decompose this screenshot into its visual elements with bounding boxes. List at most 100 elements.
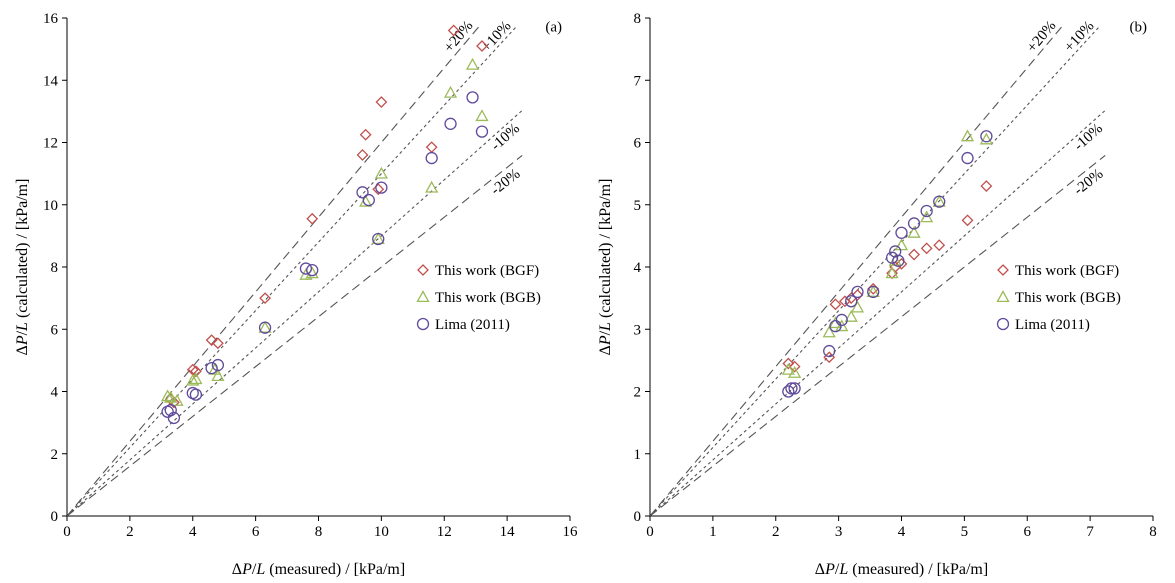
data-point — [785, 382, 798, 395]
data-point — [920, 242, 933, 255]
legend-label: This work (BGB) — [1015, 290, 1121, 306]
data-point — [845, 295, 858, 308]
series-triangle — [781, 129, 993, 378]
data-point — [356, 149, 369, 161]
series-circle — [161, 91, 489, 425]
data-point — [866, 285, 880, 297]
data-point — [186, 373, 200, 386]
y-tick-label: 12 — [43, 136, 58, 152]
data-point — [822, 325, 836, 338]
x-tick-label: 0 — [646, 524, 654, 540]
data-point — [920, 204, 933, 218]
data-point — [189, 372, 203, 385]
data-point — [259, 292, 271, 305]
x-tick-label: 4 — [898, 524, 906, 540]
panel-label: (a) — [545, 20, 562, 36]
x-tick-label: 3 — [835, 524, 843, 540]
x-tick-label: 0 — [63, 524, 71, 540]
data-point — [443, 85, 458, 98]
legend: This work (BGF) This work (BGB) Lima (2011… — [416, 263, 541, 333]
data-point — [205, 362, 218, 375]
x-tick-label: 12 — [437, 524, 452, 540]
legend-marker — [417, 264, 429, 276]
data-point — [932, 194, 946, 207]
data-point — [362, 193, 375, 207]
data-point — [892, 254, 905, 267]
panel-label: (b) — [1130, 20, 1148, 36]
data-point — [205, 334, 218, 347]
data-point — [371, 232, 385, 245]
data-point — [189, 365, 202, 378]
y-tick-label: 1 — [634, 447, 642, 463]
reference-line — [67, 109, 523, 516]
reference-line-label: -10% — [488, 121, 523, 155]
y-tick-label: 7 — [634, 73, 642, 89]
data-point — [980, 180, 993, 192]
legend-label: Lima (2011) — [1015, 317, 1090, 333]
data-point — [164, 404, 177, 417]
data-point — [781, 362, 795, 375]
y-tick-label: 6 — [51, 322, 59, 338]
data-point — [475, 109, 489, 122]
data-point — [211, 358, 225, 372]
reference-line-label: +10% — [1061, 18, 1097, 55]
y-tick-label: 4 — [51, 385, 59, 401]
reference-line — [650, 155, 1106, 516]
data-point — [164, 390, 178, 403]
series-diamond — [164, 24, 488, 409]
x-tick-label: 7 — [1086, 524, 1094, 540]
data-point — [306, 212, 319, 225]
data-point — [306, 263, 319, 277]
data-point — [961, 214, 974, 227]
legend-marker — [996, 317, 1010, 331]
data-point — [933, 195, 946, 208]
legend-marker — [996, 290, 1010, 303]
data-point — [885, 266, 899, 279]
data-point — [908, 248, 920, 261]
data-point — [907, 217, 921, 230]
data-point — [823, 351, 836, 364]
data-point — [788, 382, 801, 395]
data-point — [425, 141, 438, 154]
data-point — [867, 285, 880, 299]
x-tick-label: 14 — [500, 524, 516, 540]
data-point — [374, 166, 388, 179]
y-tick-label: 16 — [43, 11, 59, 27]
data-point — [823, 344, 836, 358]
data-point — [444, 117, 457, 130]
data-point — [829, 298, 842, 311]
legend-label: This work (BGF) — [435, 263, 539, 279]
data-point — [425, 180, 439, 193]
data-point — [299, 262, 313, 275]
data-point — [851, 289, 864, 301]
reference-line — [650, 25, 1064, 516]
data-point — [189, 388, 203, 401]
reference-line — [650, 109, 1106, 516]
x-tick-label: 8 — [1149, 524, 1157, 540]
data-point — [960, 129, 975, 142]
data-point — [835, 319, 849, 332]
y-tick-label: 14 — [43, 73, 59, 89]
data-point — [980, 130, 993, 143]
reference-line-label: -20% — [488, 166, 523, 199]
y-tick-label: 10 — [43, 198, 58, 214]
y-axis-label: ΔP/L (calculated) / [kPa/m] — [14, 179, 31, 356]
reference-line-label: -10% — [1071, 121, 1106, 155]
legend: This work (BGF) This work (BGB) Lima (2011… — [996, 263, 1121, 333]
x-tick-label: 2 — [126, 524, 134, 540]
data-point — [359, 128, 372, 141]
data-point — [466, 91, 479, 104]
data-point — [835, 313, 848, 327]
data-point — [211, 337, 224, 350]
data-point — [375, 96, 388, 108]
data-point — [895, 257, 908, 270]
x-tick-label: 6 — [1024, 524, 1032, 540]
data-point — [356, 186, 369, 199]
data-point — [375, 181, 388, 194]
y-tick-label: 8 — [51, 260, 59, 276]
data-point — [425, 151, 438, 165]
legend-marker — [997, 264, 1009, 276]
x-tick-label: 1 — [709, 524, 717, 540]
data-point — [258, 320, 272, 333]
